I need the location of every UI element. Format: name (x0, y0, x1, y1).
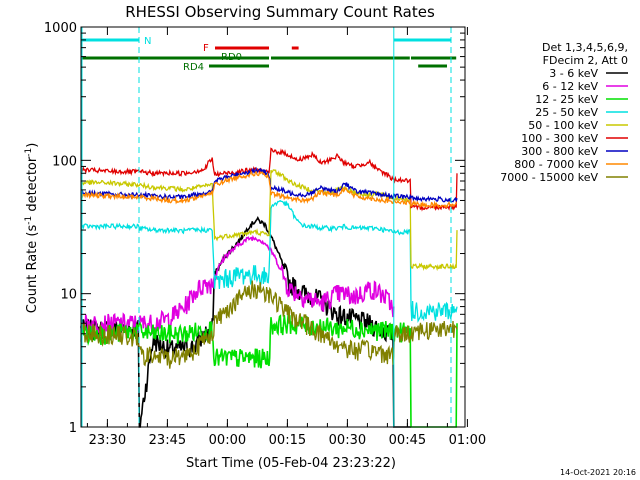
flag-label-rd4: RD4 (183, 62, 204, 73)
time-markers-layer (81, 27, 452, 427)
series-layer (80, 147, 458, 428)
flag-label-n: N (144, 36, 151, 47)
legend-label-8: 800 - 7000 keV (514, 158, 598, 171)
legend-label-9: 7000 - 15000 keV (500, 171, 598, 184)
x-tick-label-2: 23:45 (149, 433, 186, 448)
y-axis-label: Count Rate (s-1 detector-1) (24, 143, 40, 314)
timestamp: 14-Oct-2021 20:16 (560, 468, 636, 477)
series-line-9 (80, 280, 458, 369)
x-tick-label-4: 00:15 (269, 433, 306, 448)
legend: Det 1,3,4,5,6,9,FDecim 2, Att 03 - 6 keV… (500, 41, 628, 184)
x-tick-label-3: 00:00 (209, 433, 246, 448)
legend-label-6: 100 - 300 keV (521, 132, 598, 145)
legend-label-2: 6 - 12 keV (542, 80, 598, 93)
legend-label-4: 25 - 50 keV (535, 106, 598, 119)
plot-frame (80, 26, 466, 428)
x-tick-label-1: 23:30 (89, 433, 126, 448)
y-axis-label-sup-2: -1 (24, 148, 34, 157)
y-axis-label-end: ) (25, 143, 40, 148)
chart-title: RHESSI Observing Summary Count Rates (125, 3, 435, 21)
x-tick-label-7: 01:00 (449, 433, 486, 448)
y-axis-label-main: Count Rate (s (25, 225, 40, 314)
y-axis-label-mid: detector (25, 156, 40, 216)
x-tick-label-5: 00:30 (329, 433, 366, 448)
legend-label-7: 300 - 800 keV (521, 145, 598, 158)
legend-label-5: 50 - 100 keV (528, 119, 598, 132)
y-axis-label-sup-1: -1 (24, 216, 34, 225)
legend-label-3: 12 - 25 keV (535, 93, 598, 106)
y-tick-label-4: 1000 (44, 21, 77, 36)
flag-label-rd0: RD0 (221, 52, 242, 63)
y-tick-label-1: 1 (69, 421, 77, 436)
x-axis-label: Start Time (05-Feb-04 23:23:22) (186, 456, 396, 471)
y-tick-label-3: 100 (52, 154, 77, 169)
axes-layer: 23:30 23:45 00:00 00:15 00:30 00:45 01:00 1 10 10… (44, 21, 486, 448)
legend-label-1: 3 - 6 keV (549, 67, 598, 80)
flag-label-f: F (203, 43, 209, 54)
x-tick-label-6: 00:45 (389, 433, 426, 448)
legend-header-1: Det 1,3,4,5,6,9, (542, 41, 628, 54)
y-tick-label-2: 10 (60, 288, 77, 303)
series-line-2 (80, 234, 395, 336)
flag-bars-layer: N F RD0 RD4 (81, 36, 457, 73)
legend-header-2: FDecim 2, Att 0 (543, 54, 628, 67)
